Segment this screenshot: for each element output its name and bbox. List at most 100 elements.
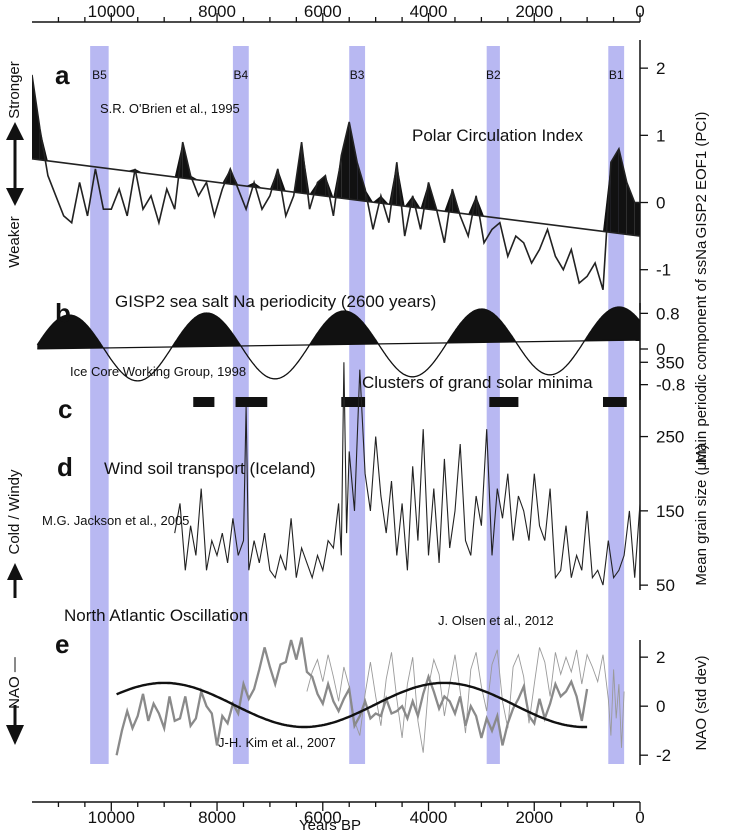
pci-fill-segment xyxy=(602,162,611,233)
pci-fill-segment xyxy=(341,121,350,200)
panel-d-grain-size: 350 250 150 50 xyxy=(174,353,684,595)
y-tick-label: 0 xyxy=(656,697,665,716)
arrow-down-icon xyxy=(6,725,24,745)
arrow-up-icon xyxy=(7,563,23,580)
top-tick-label: 2000 xyxy=(515,2,553,21)
y-tick-label: 150 xyxy=(656,502,684,521)
pci-fill-segment xyxy=(32,74,40,160)
y-tick-label: -1 xyxy=(656,261,671,280)
bottom-tick-label: 0 xyxy=(635,808,644,827)
panel-b-source: Ice Core Working Group, 1998 xyxy=(70,364,246,379)
arrow-down-icon xyxy=(6,188,24,206)
pci-fill-segment xyxy=(634,202,640,237)
y-tick-label: 0.8 xyxy=(656,304,680,323)
solar-minimum-bar xyxy=(341,397,366,407)
ssna-y-ticks: 0.8 0 -0.8 xyxy=(640,304,685,395)
panel-b-sea-salt: 0.8 0 -0.8 xyxy=(36,304,685,395)
bottom-x-ticks: 10000 8000 6000 4000 2000 0 xyxy=(57,802,645,827)
solar-minimum-bar xyxy=(235,397,268,407)
pci-fill-segment xyxy=(301,142,310,195)
ylabel-ssna: Main periodic component of ssNa xyxy=(693,240,710,463)
panel-e-nao: 2 0 -2 xyxy=(115,637,671,765)
ylabel-grain: Mean grain size (μm) xyxy=(693,444,710,585)
ssna-wave-line xyxy=(36,306,641,382)
left-nao-indicator: NAO — xyxy=(6,657,24,745)
band-label-b3: B3 xyxy=(350,68,365,82)
y-tick-label: 2 xyxy=(656,59,665,78)
solar-minimum-bar xyxy=(489,397,519,407)
bottom-tick-label: 8000 xyxy=(198,808,236,827)
band-b5 xyxy=(90,46,109,764)
nao-olsen-line xyxy=(306,647,625,753)
pci-y-ticks: 2 1 0 -1 xyxy=(640,59,671,280)
panel-a-polar-circulation: 2 1 0 -1 xyxy=(31,59,671,291)
x-axis-title: Years BP xyxy=(299,817,361,834)
pci-series-line xyxy=(32,74,640,291)
top-x-ticks: 10000 8000 6000 4000 2000 0 xyxy=(57,2,645,22)
pci-trend-line xyxy=(31,158,641,237)
pci-fill-segment xyxy=(325,175,334,198)
ssna-trend-line xyxy=(37,339,641,350)
grain-size-line xyxy=(174,362,640,586)
left-cold-indicator: Cold / Windy xyxy=(6,469,23,598)
ylabel-nao: NAO (std dev) xyxy=(693,655,710,750)
y-tick-label: 1 xyxy=(656,126,665,145)
panel-e-title: North Atlantic Oscillation xyxy=(64,606,248,625)
band-label-b1: B1 xyxy=(609,68,624,82)
panel-letter-a: a xyxy=(55,60,70,90)
top-tick-label: 0 xyxy=(635,2,644,21)
band-label-b4: B4 xyxy=(233,68,248,82)
nao-smooth-line xyxy=(116,681,588,729)
grain-y-ticks: 350 250 150 50 xyxy=(640,353,684,595)
bottom-tick-label: 2000 xyxy=(515,808,553,827)
panel-letter-e: e xyxy=(55,629,69,659)
y-tick-label: 250 xyxy=(656,428,684,447)
pci-fill-segment xyxy=(468,195,477,216)
pci-fill-segment xyxy=(396,162,405,207)
solar-minimum-bar xyxy=(602,397,627,407)
label-stronger: Stronger xyxy=(6,61,23,119)
panel-a-source: S.R. O'Brien et al., 1995 xyxy=(100,101,240,116)
left-strength-indicator: Stronger Weaker xyxy=(6,61,24,268)
panel-e-source-kim: J-H. Kim et al., 2007 xyxy=(218,735,336,750)
y-tick-label: 0 xyxy=(656,340,665,359)
pci-fill-segment xyxy=(610,148,619,234)
panel-c-title: Clusters of grand solar minima xyxy=(362,373,593,392)
panel-e-source-olsen: J. Olsen et al., 2012 xyxy=(438,613,554,628)
pci-positive-fill xyxy=(32,74,640,237)
y-tick-label: -2 xyxy=(656,746,671,765)
panel-a-title: Polar Circulation Index xyxy=(412,126,584,145)
top-tick-label: 8000 xyxy=(198,2,236,21)
panel-b-title: GISP2 sea salt Na periodicity (2600 year… xyxy=(115,292,436,311)
ssna-positive-fill xyxy=(37,307,641,349)
label-cold-windy: Cold / Windy xyxy=(6,469,23,555)
y-tick-label: 50 xyxy=(656,576,675,595)
y-tick-label: 350 xyxy=(656,353,684,372)
band-label-b5: B5 xyxy=(92,68,107,82)
top-tick-label: 6000 xyxy=(304,2,342,21)
panel-letter-c: c xyxy=(58,394,72,424)
panel-c-solar-minima-bars xyxy=(193,397,627,407)
y-tick-label: -0.8 xyxy=(656,376,685,395)
label-nao-minus: NAO — xyxy=(6,657,23,709)
pci-fill-segment xyxy=(174,142,183,178)
panel-letter-d: d xyxy=(57,452,73,482)
solar-minimum-bar xyxy=(193,397,215,407)
pci-fill-segment xyxy=(420,182,429,210)
nao-y-ticks: 2 0 -2 xyxy=(640,648,671,765)
top-tick-label: 10000 xyxy=(88,2,135,21)
bottom-tick-label: 10000 xyxy=(88,808,135,827)
bottom-tick-label: 4000 xyxy=(410,808,448,827)
pci-fill-segment xyxy=(618,148,627,235)
ylabel-pci: GISP2 EOF1 (PCI) xyxy=(693,112,710,239)
nao-kim-line xyxy=(115,637,589,756)
panel-letter-b: b xyxy=(55,298,71,328)
pci-fill-segment xyxy=(357,162,366,202)
panel-d-source: M.G. Jackson et al., 2005 xyxy=(42,513,189,528)
y-tick-label: 2 xyxy=(656,648,665,667)
pci-fill-segment xyxy=(626,182,635,236)
arrow-up-icon xyxy=(6,122,24,140)
band-label-b2: B2 xyxy=(486,68,501,82)
